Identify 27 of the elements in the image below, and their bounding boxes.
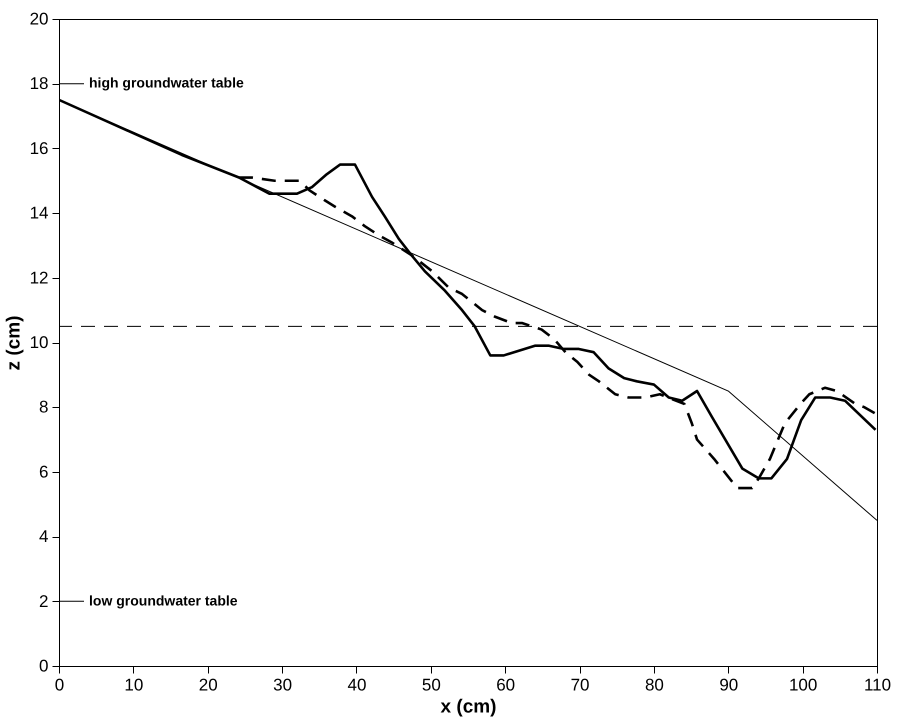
- x-tick-label: 30: [273, 676, 292, 694]
- x-tick-label: 80: [644, 676, 664, 694]
- y-tick-label: 6: [39, 462, 48, 482]
- y-tick-label: 18: [30, 74, 48, 94]
- y-tick-label: 20: [30, 10, 48, 28]
- y-tick-label: 14: [30, 204, 48, 223]
- y-tick-label: 10: [30, 333, 48, 352]
- x-tick-label: 90: [719, 676, 738, 694]
- y-tick-label: 16: [30, 138, 48, 158]
- x-tick-label: 50: [422, 676, 441, 694]
- x-tick-label: 110: [864, 676, 892, 694]
- x-tick-label: 100: [788, 676, 818, 694]
- x-tick-label: 20: [198, 676, 218, 694]
- x-tick-label: 0: [54, 676, 64, 694]
- x-tick-label: 40: [347, 676, 366, 694]
- x-tick-label: 10: [124, 676, 144, 694]
- x-tick-label: 60: [496, 676, 516, 694]
- ref-line-label: low groundwater table: [89, 592, 238, 608]
- y-axis-title: z (cm): [4, 316, 25, 370]
- y-tick-label: 12: [30, 268, 48, 288]
- ref-line-label: high groundwater table: [89, 74, 244, 91]
- x-tick-label: 70: [570, 676, 590, 694]
- y-tick-label: 0: [39, 656, 48, 676]
- x-axis-title: x (cm): [440, 696, 496, 718]
- y-tick-label: 8: [39, 398, 48, 417]
- y-tick-label: 4: [39, 527, 48, 546]
- y-tick-label: 2: [39, 592, 48, 611]
